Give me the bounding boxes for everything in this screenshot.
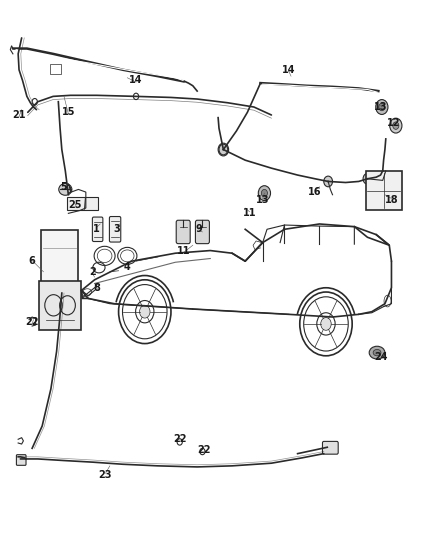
Circle shape [140, 305, 150, 318]
FancyBboxPatch shape [176, 220, 190, 244]
Circle shape [363, 173, 372, 184]
Circle shape [261, 189, 268, 197]
Ellipse shape [59, 183, 72, 195]
Text: 18: 18 [385, 195, 398, 205]
Text: 8: 8 [93, 283, 100, 293]
Circle shape [258, 185, 271, 200]
Text: 2: 2 [89, 267, 96, 277]
Text: 23: 23 [99, 470, 112, 480]
Text: 22: 22 [197, 445, 211, 455]
FancyBboxPatch shape [67, 197, 98, 210]
Circle shape [379, 103, 385, 111]
Text: 9: 9 [196, 224, 203, 235]
Text: 13: 13 [256, 195, 269, 205]
Circle shape [324, 176, 332, 187]
Circle shape [321, 318, 331, 330]
Text: 22: 22 [173, 434, 187, 445]
FancyBboxPatch shape [92, 217, 103, 241]
Text: 5: 5 [60, 182, 67, 192]
Text: 6: 6 [28, 256, 35, 266]
Text: 1: 1 [93, 224, 100, 235]
Circle shape [376, 100, 388, 115]
Text: 13: 13 [374, 102, 387, 112]
Circle shape [219, 144, 228, 155]
FancyBboxPatch shape [110, 216, 121, 242]
Circle shape [390, 118, 402, 133]
FancyBboxPatch shape [322, 441, 338, 454]
Text: 12: 12 [387, 118, 400, 128]
Text: 22: 22 [25, 317, 39, 327]
FancyBboxPatch shape [16, 455, 26, 465]
Ellipse shape [369, 346, 385, 359]
FancyBboxPatch shape [41, 230, 78, 286]
Text: 11: 11 [177, 246, 191, 255]
Circle shape [218, 143, 229, 156]
Text: 21: 21 [12, 110, 26, 120]
FancyBboxPatch shape [195, 220, 209, 244]
FancyBboxPatch shape [50, 64, 61, 74]
Text: 14: 14 [129, 76, 143, 85]
FancyBboxPatch shape [39, 281, 81, 330]
Text: 3: 3 [113, 224, 120, 235]
Text: 4: 4 [124, 262, 131, 271]
Text: 11: 11 [243, 208, 256, 219]
Text: 16: 16 [308, 187, 322, 197]
FancyBboxPatch shape [366, 171, 402, 210]
Circle shape [393, 122, 399, 130]
Text: 14: 14 [282, 65, 296, 75]
Text: 15: 15 [62, 107, 75, 117]
Text: 24: 24 [374, 352, 387, 362]
Text: 25: 25 [68, 200, 81, 211]
Ellipse shape [373, 350, 381, 356]
